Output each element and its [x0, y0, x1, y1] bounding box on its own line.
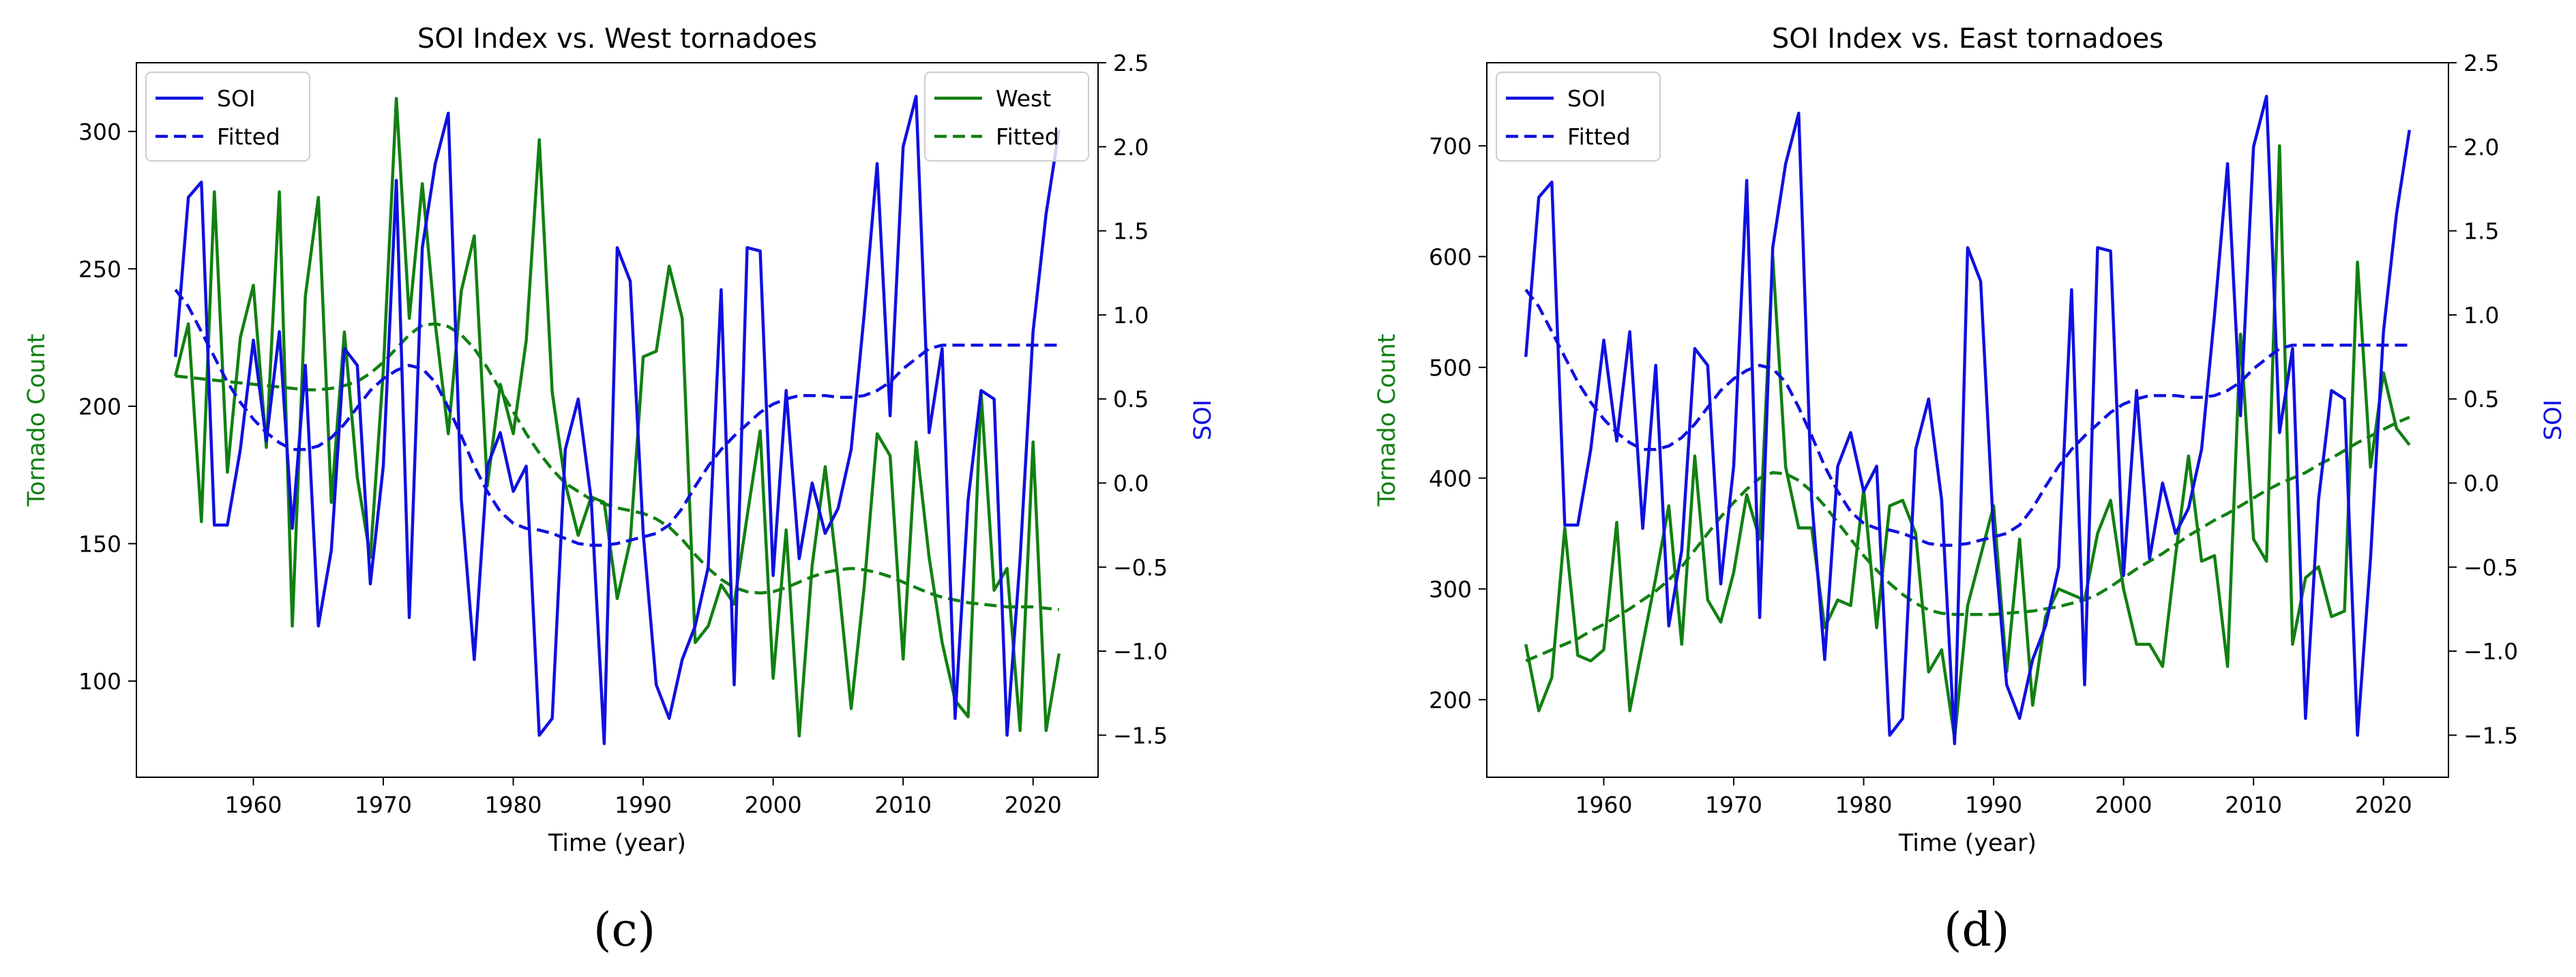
panel0-chart-title: SOI Index vs. West tornadoes	[417, 23, 817, 55]
panel0-x-tick-label: 1970	[355, 792, 412, 818]
panel1-x-tick-label: 1960	[1575, 792, 1632, 818]
panel1-x-tick-label: 2000	[2095, 792, 2152, 818]
panel0-x-tick-label: 1990	[615, 792, 672, 818]
panel1-y-right-tick-label: 2.0	[2463, 134, 2499, 160]
panel1-x-tick-label: 1980	[1835, 792, 1893, 818]
panel0-y-right-tick-label: 0.5	[1113, 386, 1149, 412]
panel0-y-right-tick-label: −1.5	[1113, 722, 1168, 749]
panel1-soi-series-line	[1524, 95, 2412, 745]
panel0-y-right-tick-label: −1.0	[1113, 638, 1168, 665]
panel1-plot-frame	[1486, 62, 2449, 778]
panel0-x-tick-label: 2010	[874, 792, 932, 818]
panel0-west-fitted-line	[175, 322, 1060, 612]
panel1-y-right-tick-label: −1.5	[2463, 722, 2518, 749]
panel1-y-right-tick-label: 1.0	[2463, 302, 2499, 329]
panel1-x-tick-label: 2010	[2225, 792, 2282, 818]
panel0-x-tick-label: 1960	[224, 792, 282, 818]
panel1-chart-title: SOI Index vs. East tornadoes	[1772, 23, 2163, 55]
panel0-x-axis-label: Time (year)	[548, 830, 686, 857]
panel0-x-tick-label: 2000	[745, 792, 802, 818]
panel1-y-left-axis-label: Tornado Count	[1374, 334, 1401, 507]
panel1-x-tick-label: 2020	[2355, 792, 2412, 818]
panel1-east-fitted-line	[1525, 415, 2410, 663]
panel0-west-series-line	[174, 97, 1061, 738]
panel1-y-left-tick-label: 200	[1429, 687, 1472, 713]
panel1-y-right-tick-label: 2.5	[2463, 50, 2499, 76]
panel1-left-legend-label: SOI	[1567, 85, 1606, 112]
panel0-right-legend-label: Fitted	[996, 123, 1059, 150]
panel0-y-right-tick-label: 2.0	[1113, 134, 1149, 160]
panel0-right-legend-box	[924, 72, 1089, 162]
panel0-soi-fitted-line	[174, 288, 1059, 547]
panel1-y-right-tick-label: −1.0	[2463, 638, 2518, 665]
panel1-y-left-tick-label: 500	[1429, 355, 1472, 381]
panel0-y-right-tick-label: 1.5	[1113, 218, 1149, 245]
panel1-left-legend-label: Fitted	[1567, 123, 1631, 150]
panel-label-d: (d)	[1944, 903, 2010, 957]
panel1-x-axis-label: Time (year)	[1898, 830, 2037, 857]
panel0-left-legend-label: SOI	[217, 85, 256, 112]
panel1-y-right-axis-label: SOI	[2540, 400, 2567, 440]
panel1-y-right-tick-label: 0.5	[2463, 386, 2499, 412]
panel1-left-legend-box	[1496, 72, 1661, 162]
panel0-right-legend-label: West	[996, 85, 1051, 112]
panel0-y-left-tick-label: 100	[78, 668, 121, 695]
panel1-east-series-line	[1524, 144, 2411, 740]
panel1-soi-fitted-line	[1524, 288, 2410, 547]
panel0-x-tick-label: 1980	[485, 792, 542, 818]
panel1-x-tick-label: 1990	[1965, 792, 2022, 818]
panel0-y-right-tick-label: −0.5	[1113, 554, 1168, 581]
panel0-soi-series-line	[173, 95, 1061, 745]
panel0-left-legend-box	[145, 72, 310, 162]
panel0-y-right-tick-label: 2.5	[1113, 50, 1149, 76]
panel-label-c: (c)	[593, 903, 656, 957]
panel1-y-right-tick-label: −0.5	[2463, 554, 2518, 581]
panel1-y-right-tick-label: 1.5	[2463, 218, 2499, 245]
panel1-y-left-tick-label: 700	[1429, 133, 1472, 160]
panel0-y-left-tick-label: 250	[78, 256, 121, 282]
panel1-x-tick-label: 1970	[1705, 792, 1762, 818]
panel1-y-left-tick-label: 600	[1429, 243, 1472, 270]
panel0-y-left-tick-label: 200	[78, 393, 121, 420]
panel0-x-tick-label: 2020	[1005, 792, 1062, 818]
panel0-y-left-axis-label: Tornado Count	[23, 334, 50, 507]
panel0-y-left-tick-label: 300	[78, 119, 121, 145]
panel0-y-right-tick-label: 0.0	[1113, 470, 1149, 496]
panel0-y-right-tick-label: 1.0	[1113, 302, 1149, 329]
panel1-y-right-tick-label: 0.0	[2463, 470, 2499, 496]
panel0-left-legend-label: Fitted	[217, 123, 280, 150]
panel0-y-left-tick-label: 150	[78, 530, 121, 557]
panel1-y-left-tick-label: 400	[1429, 465, 1472, 492]
panel0-plot-frame	[136, 62, 1099, 778]
panel1-y-left-tick-label: 300	[1429, 576, 1472, 603]
panel0-y-right-axis-label: SOI	[1189, 400, 1217, 440]
